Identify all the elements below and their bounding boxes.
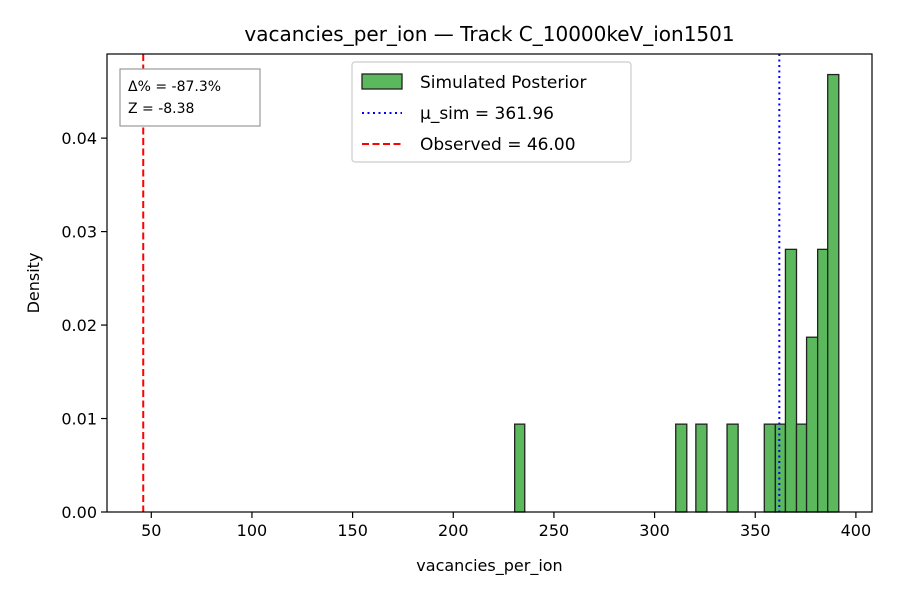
legend: Simulated Posterior μ_sim = 361.96 Obser… <box>351 61 632 163</box>
histogram-bar-6 <box>784 248 798 513</box>
histogram-bar-4 <box>763 423 777 513</box>
x-tick-label: 100 <box>237 521 268 540</box>
x-tick-label: 200 <box>438 521 469 540</box>
plot-frame <box>106 53 873 513</box>
legend-frame <box>351 61 632 163</box>
histogram-bar-2 <box>695 423 708 513</box>
x-tick-label: 250 <box>539 521 570 540</box>
x-tick-label: 50 <box>141 521 161 540</box>
stats-z-text: Z = -8.38 <box>128 101 194 117</box>
histogram-bar-10 <box>827 73 840 513</box>
y-tick-label: 0.02 <box>61 316 97 335</box>
y-tick-label: 0.03 <box>61 223 97 242</box>
histogram-bar-9 <box>816 248 829 513</box>
y-tick-label: 0.01 <box>61 410 97 429</box>
y-axis-label: Density <box>24 253 43 314</box>
x-axis-label: vacancies_per_ion <box>416 556 562 576</box>
stats-box-frame <box>119 68 261 127</box>
reference-lines <box>142 54 781 512</box>
histogram-bar-3 <box>726 423 739 513</box>
y-tick-label: 0.04 <box>61 129 97 148</box>
x-tick-label: 400 <box>841 521 872 540</box>
histogram-bar-7 <box>795 423 808 513</box>
histogram-bar-5 <box>774 423 787 513</box>
x-tick-label: 300 <box>639 521 670 540</box>
legend-entry-observed: Observed = 46.00 <box>420 135 576 155</box>
histogram-bar-1 <box>675 423 688 513</box>
legend-swatch-histogram <box>361 73 403 90</box>
x-tick-label: 150 <box>337 521 368 540</box>
x-tick-label: 350 <box>740 521 771 540</box>
x-axis-ticks: 50 100 150 200 250 300 350 400 <box>141 512 871 540</box>
histogram-bars <box>514 73 840 513</box>
legend-entry-mu: μ_sim = 361.96 <box>420 104 554 124</box>
y-tick-label: 0.00 <box>61 503 97 522</box>
stats-delta-text: Δ% = -87.3% <box>128 79 221 95</box>
y-axis-ticks: 0.00 0.01 0.02 0.03 0.04 <box>61 129 107 522</box>
histogram-bar-8 <box>805 336 819 513</box>
histogram-bar-0 <box>514 423 526 513</box>
stats-box: Δ% = -87.3% Z = -8.38 <box>119 68 261 127</box>
chart-title: vacancies_per_ion — Track C_10000keV_ion… <box>244 22 734 46</box>
legend-entry-histogram: Simulated Posterior <box>420 73 586 93</box>
